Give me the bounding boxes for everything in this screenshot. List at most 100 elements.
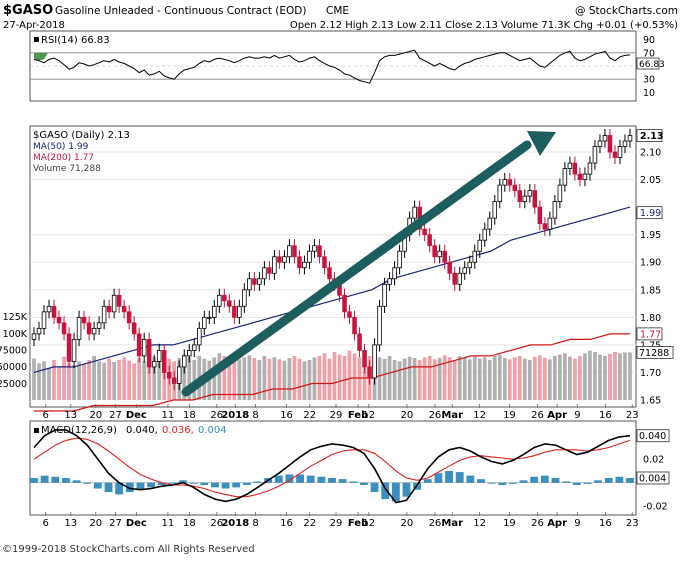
price-tick-label: 1.77	[640, 329, 661, 340]
rsi-tick-label: 70	[643, 48, 655, 59]
price-tick-label: 2.13	[640, 131, 663, 142]
candle-body	[382, 283, 387, 307]
volume-bar	[182, 354, 187, 400]
macd-histogram-bar	[572, 482, 581, 486]
candle-body	[347, 311, 352, 318]
ma50-line	[33, 206, 631, 373]
volume-bar	[277, 359, 282, 400]
candle-body	[126, 311, 132, 324]
volume-bar	[558, 354, 562, 400]
volume-bar	[437, 358, 442, 400]
candle-body	[282, 256, 287, 263]
candle-body	[66, 333, 72, 362]
candle-body	[51, 305, 57, 318]
candle-body	[462, 267, 467, 274]
date-tick-label: 12	[473, 518, 486, 529]
date-tick-label: 2018	[221, 518, 249, 529]
candle-body	[272, 256, 277, 274]
candle-body	[207, 316, 212, 319]
candle-body	[342, 294, 347, 313]
volume-bar	[457, 356, 462, 400]
candle-body	[387, 278, 392, 285]
candle-body	[297, 256, 302, 269]
volume-bar	[102, 362, 106, 400]
candle-body	[181, 355, 187, 368]
candle-body	[212, 305, 217, 318]
macd-histogram-bar	[93, 482, 102, 489]
volume-bar	[588, 350, 592, 400]
volume-bar	[287, 358, 292, 400]
volume-bar	[282, 360, 287, 400]
date-tick-label: 16	[280, 518, 293, 529]
candle-body	[457, 272, 462, 285]
candle-body	[307, 250, 312, 263]
volume-bar	[482, 357, 487, 400]
price-panel-frame	[29, 125, 637, 408]
volume-bar	[267, 358, 272, 400]
macd-histogram-bar	[477, 479, 485, 483]
candle-body	[367, 366, 372, 379]
macd-marker-box	[636, 429, 670, 443]
volume-bar	[327, 358, 332, 400]
volume-bar	[532, 356, 537, 400]
date-tick-label: 11	[162, 410, 175, 421]
price-axis: 2.13 2.10 2.05 1.99 1.95 1.90 1.85 1.80 1.771.75…	[636, 129, 663, 407]
candle-body	[56, 316, 62, 324]
date-tick-label: 19	[503, 410, 516, 421]
volume-bar	[302, 361, 307, 400]
date-tick-label: 23	[626, 518, 639, 529]
macd-legend: ▪ MACD(12,26,9) 0.040, 0.036, 0.004	[33, 425, 227, 436]
quote-line: Open 2.12 High 2.13 Low 2.11 Close 2.13 …	[290, 20, 678, 31]
candle-body	[116, 294, 122, 307]
date-tick-label: 20	[401, 518, 414, 529]
macd-legend-prefix: MACD(12,26,9)	[41, 425, 117, 436]
ma50-legend-label: MA(50) 1.99	[33, 142, 89, 152]
volume-bar	[87, 360, 91, 400]
candle-body	[397, 250, 402, 269]
volume-bar	[583, 353, 587, 400]
macd-histogram-bar	[466, 475, 475, 483]
rsi-legend-icon: ▪	[33, 34, 40, 45]
volume-bar	[402, 358, 407, 400]
macd-histogram-bar	[562, 481, 571, 483]
volume-bar	[37, 363, 41, 400]
macd-histogram-bar	[349, 481, 358, 483]
volume-bar	[257, 360, 262, 400]
date-tick-label: 29	[330, 410, 343, 421]
candle-body	[292, 245, 297, 258]
candle-body	[472, 250, 478, 263]
date-tick-label: 27	[109, 410, 122, 421]
price-tick-label: 1.95	[640, 230, 661, 241]
candle-body	[547, 217, 553, 230]
candle-body	[106, 305, 112, 313]
date-tick-label: Feb	[348, 518, 368, 529]
candle-body	[452, 272, 457, 285]
date-tick-label: 16	[599, 410, 612, 421]
date-tick-label: 8	[252, 410, 258, 421]
volume-bar	[462, 358, 467, 400]
candle-body	[71, 338, 77, 362]
date-tick-label: 26	[429, 518, 442, 529]
volume-bar	[322, 353, 327, 400]
volume-bar	[598, 354, 602, 400]
volume-bar	[232, 361, 237, 400]
volume-bar	[608, 354, 612, 400]
volume-bar	[618, 353, 622, 400]
macd-histogram-bar	[72, 480, 81, 483]
volume-bar	[187, 357, 192, 400]
candle-body	[362, 350, 367, 368]
volume-bar	[517, 356, 522, 400]
price-tick-label: 1.85	[640, 285, 661, 296]
date-tick-label: 9	[574, 518, 580, 529]
candle-body	[492, 201, 498, 219]
date-tick-label: Feb	[348, 410, 368, 421]
candle-body	[392, 267, 397, 280]
rsi-lines	[30, 49, 636, 84]
ma200-legend-label: MA(200) 1.77	[33, 153, 94, 163]
candle-body	[61, 322, 67, 335]
volume-bar	[377, 357, 382, 400]
date-tick-label: 26	[531, 410, 544, 421]
volume-bar	[427, 356, 432, 400]
brand-label: @ StockCharts.com	[575, 5, 678, 17]
